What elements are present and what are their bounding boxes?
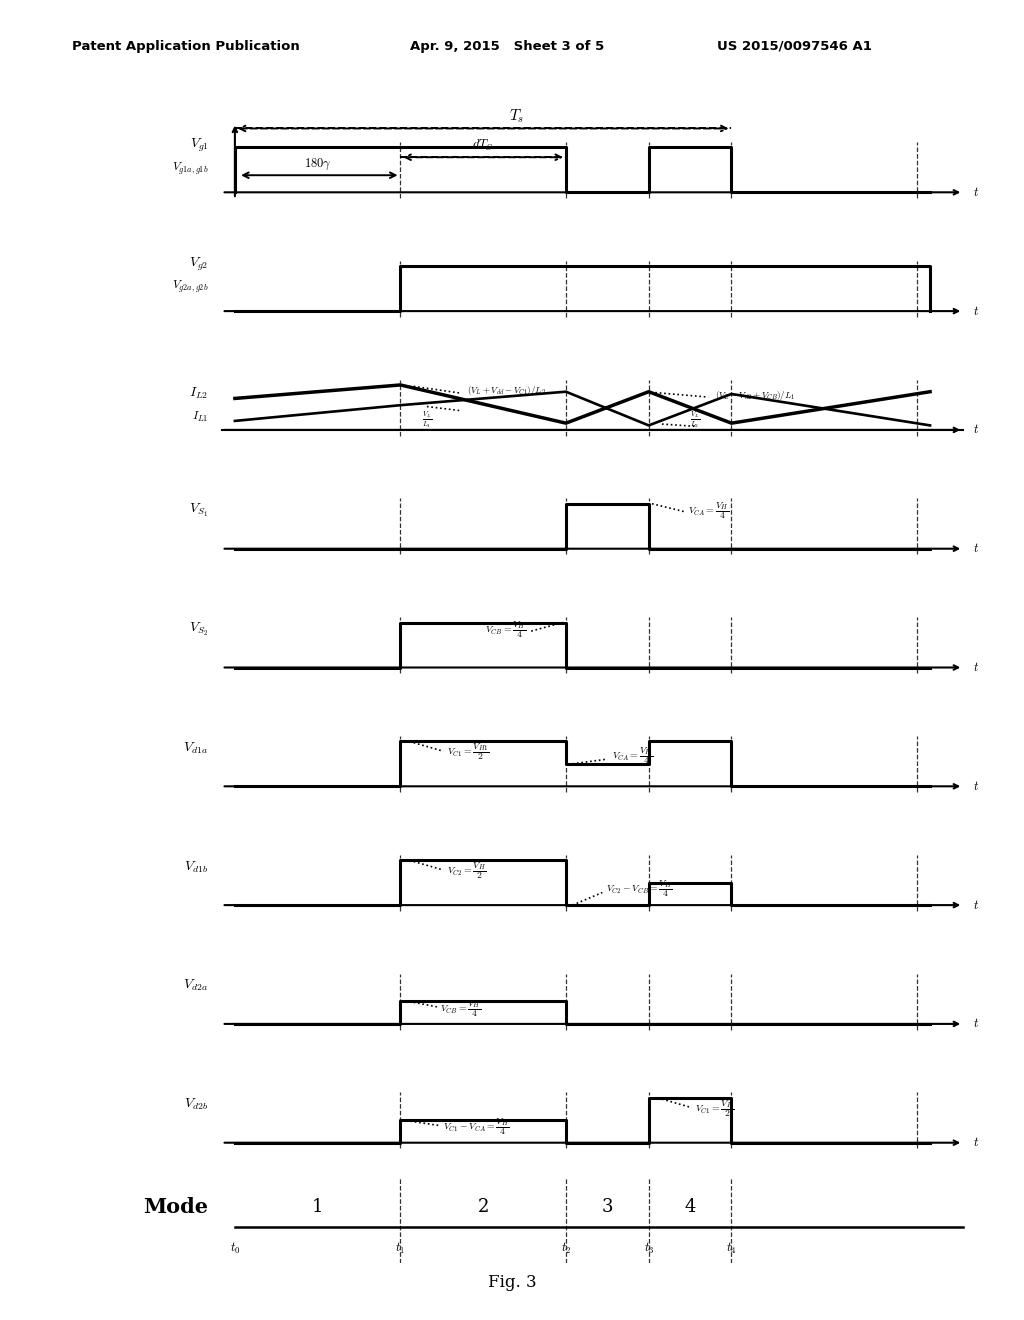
Text: $V_{d1b}$: $V_{d1b}$ xyxy=(184,859,209,875)
Text: $T_s$: $T_s$ xyxy=(509,107,524,125)
Text: $t$: $t$ xyxy=(973,543,979,556)
Text: 1: 1 xyxy=(312,1199,324,1217)
Text: 2: 2 xyxy=(477,1199,488,1217)
Text: $V_{C2}-V_{CB}=\dfrac{V_H}{4}$: $V_{C2}-V_{CB}=\dfrac{V_H}{4}$ xyxy=(605,878,673,899)
Text: $t_3$: $t_3$ xyxy=(643,1241,654,1257)
Text: $V_{C1}-V_{CA}=\dfrac{V_H}{4}$: $V_{C1}-V_{CA}=\dfrac{V_H}{4}$ xyxy=(443,1117,510,1138)
Text: $t_0$: $t_0$ xyxy=(229,1241,241,1257)
Text: 4: 4 xyxy=(684,1199,695,1217)
Text: $V_{CB}=\dfrac{V_H}{4}$: $V_{CB}=\dfrac{V_H}{4}$ xyxy=(485,619,526,640)
Text: $V_{CB}=\dfrac{V_H}{4}$: $V_{CB}=\dfrac{V_H}{4}$ xyxy=(440,998,481,1019)
Text: $V_{d1a}$: $V_{d1a}$ xyxy=(183,741,209,756)
Text: $t$: $t$ xyxy=(973,899,979,912)
Text: $\frac{V_L}{L_2}$: $\frac{V_L}{L_2}$ xyxy=(690,409,700,430)
Text: $V_{C2}=\dfrac{V_H}{2}$: $V_{C2}=\dfrac{V_H}{2}$ xyxy=(446,861,486,880)
Text: Fig. 3: Fig. 3 xyxy=(487,1274,537,1291)
Text: $t_2$: $t_2$ xyxy=(561,1241,571,1257)
Text: $V_{CA}=\dfrac{V_H}{4}$: $V_{CA}=\dfrac{V_H}{4}$ xyxy=(612,744,653,766)
Text: $V_{C1}=\dfrac{V_H}{2}$: $V_{C1}=\dfrac{V_H}{2}$ xyxy=(695,1098,734,1119)
Text: $t$: $t$ xyxy=(973,1018,979,1031)
Text: $180°$: $180°$ xyxy=(304,157,332,172)
Text: $I_{L1}$: $I_{L1}$ xyxy=(193,411,209,424)
Text: $V_{g2}$: $V_{g2}$ xyxy=(189,255,209,272)
Text: $V_{g1a,g1b}$: $V_{g1a,g1b}$ xyxy=(172,160,209,176)
Text: $dT_S$: $dT_S$ xyxy=(472,139,494,153)
Text: Patent Application Publication: Patent Application Publication xyxy=(72,40,299,53)
Text: Mode: Mode xyxy=(143,1197,209,1217)
Text: $V_{d2a}$: $V_{d2a}$ xyxy=(183,978,209,994)
Text: $V_{g2a,g2b}$: $V_{g2a,g2b}$ xyxy=(172,279,209,294)
Text: US 2015/0097546 A1: US 2015/0097546 A1 xyxy=(717,40,871,53)
Text: $t_4$: $t_4$ xyxy=(726,1241,736,1257)
Text: $t_1$: $t_1$ xyxy=(395,1241,406,1257)
Text: $t$: $t$ xyxy=(973,661,979,675)
Text: 3: 3 xyxy=(601,1199,613,1217)
Text: $(V_L-V_{d2}+V_{CB})/L_1$: $(V_L-V_{d2}+V_{CB})/L_1$ xyxy=(715,388,796,401)
Text: $I_{L2}$: $I_{L2}$ xyxy=(189,385,209,401)
Text: $V_{S_2}$: $V_{S_2}$ xyxy=(189,620,209,638)
Text: Apr. 9, 2015   Sheet 3 of 5: Apr. 9, 2015 Sheet 3 of 5 xyxy=(410,40,604,53)
Text: $V_{d2b}$: $V_{d2b}$ xyxy=(184,1097,209,1113)
Text: $\frac{V_L}{L_1}$: $\frac{V_L}{L_1}$ xyxy=(422,409,432,430)
Text: $(V_L+V_{dd}-V_{C1})/L_2$: $(V_L+V_{dd}-V_{C1})/L_2$ xyxy=(467,384,546,397)
Text: $t$: $t$ xyxy=(973,305,979,318)
Text: $t$: $t$ xyxy=(973,186,979,199)
Text: $V_{S_1}$: $V_{S_1}$ xyxy=(189,502,209,519)
Text: $V_{C1}=\dfrac{V_{H1}}{2}$: $V_{C1}=\dfrac{V_{H1}}{2}$ xyxy=(446,742,489,762)
Text: $t$: $t$ xyxy=(973,1137,979,1150)
Text: $t$: $t$ xyxy=(973,424,979,437)
Text: $V_{g1}$: $V_{g1}$ xyxy=(189,136,209,153)
Text: $t$: $t$ xyxy=(973,780,979,793)
Text: $V_{CA}=\dfrac{V_H}{4}$: $V_{CA}=\dfrac{V_H}{4}$ xyxy=(688,500,729,521)
